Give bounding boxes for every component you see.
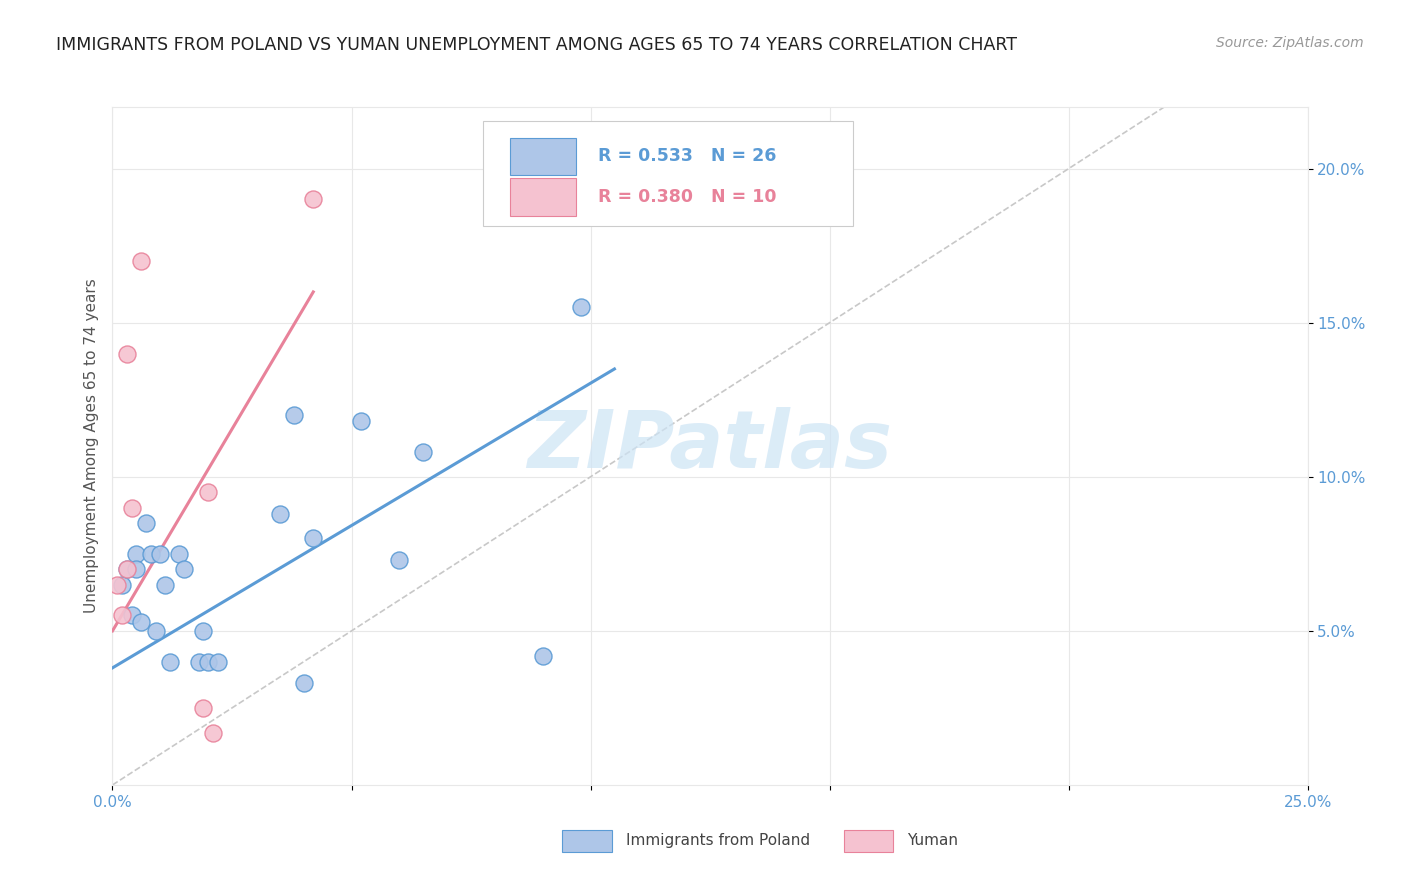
Point bbox=[129, 615, 152, 629]
Point bbox=[283, 408, 305, 422]
Point bbox=[129, 254, 152, 268]
Point bbox=[121, 500, 143, 515]
Point bbox=[531, 648, 554, 663]
Bar bbox=[510, 137, 576, 175]
Point bbox=[149, 547, 172, 561]
Bar bbox=[510, 178, 576, 216]
Point bbox=[159, 655, 181, 669]
Point bbox=[173, 562, 195, 576]
Point bbox=[350, 414, 373, 428]
Point bbox=[115, 346, 138, 360]
Y-axis label: Unemployment Among Ages 65 to 74 years: Unemployment Among Ages 65 to 74 years bbox=[83, 278, 98, 614]
Point bbox=[302, 193, 325, 207]
Point bbox=[197, 655, 219, 669]
Point bbox=[145, 624, 167, 638]
Text: Yuman: Yuman bbox=[907, 833, 957, 848]
Point bbox=[153, 577, 176, 591]
Point bbox=[125, 547, 148, 561]
Point bbox=[388, 553, 411, 567]
Text: Source: ZipAtlas.com: Source: ZipAtlas.com bbox=[1216, 36, 1364, 50]
Point bbox=[193, 701, 215, 715]
Point bbox=[269, 507, 291, 521]
Point bbox=[197, 485, 219, 500]
Point bbox=[412, 445, 434, 459]
Point bbox=[292, 676, 315, 690]
Text: ZIPatlas: ZIPatlas bbox=[527, 407, 893, 485]
Point bbox=[111, 608, 134, 623]
Point bbox=[169, 547, 191, 561]
Point bbox=[111, 577, 134, 591]
Point bbox=[115, 562, 138, 576]
Bar bbox=[844, 830, 893, 852]
Point bbox=[125, 562, 148, 576]
Point bbox=[135, 516, 157, 530]
Text: R = 0.380   N = 10: R = 0.380 N = 10 bbox=[598, 188, 776, 206]
Point bbox=[207, 655, 229, 669]
Point bbox=[121, 608, 143, 623]
Point bbox=[115, 562, 138, 576]
Bar bbox=[562, 830, 612, 852]
Point bbox=[569, 301, 592, 315]
Text: IMMIGRANTS FROM POLAND VS YUMAN UNEMPLOYMENT AMONG AGES 65 TO 74 YEARS CORRELATI: IMMIGRANTS FROM POLAND VS YUMAN UNEMPLOY… bbox=[56, 36, 1017, 54]
Point bbox=[187, 655, 209, 669]
Point bbox=[302, 532, 325, 546]
Point bbox=[603, 146, 626, 161]
Point bbox=[193, 624, 215, 638]
Text: Immigrants from Poland: Immigrants from Poland bbox=[626, 833, 810, 848]
Point bbox=[139, 547, 162, 561]
Text: R = 0.533   N = 26: R = 0.533 N = 26 bbox=[598, 147, 776, 165]
Point bbox=[105, 577, 128, 591]
FancyBboxPatch shape bbox=[484, 120, 853, 226]
Point bbox=[201, 725, 224, 739]
